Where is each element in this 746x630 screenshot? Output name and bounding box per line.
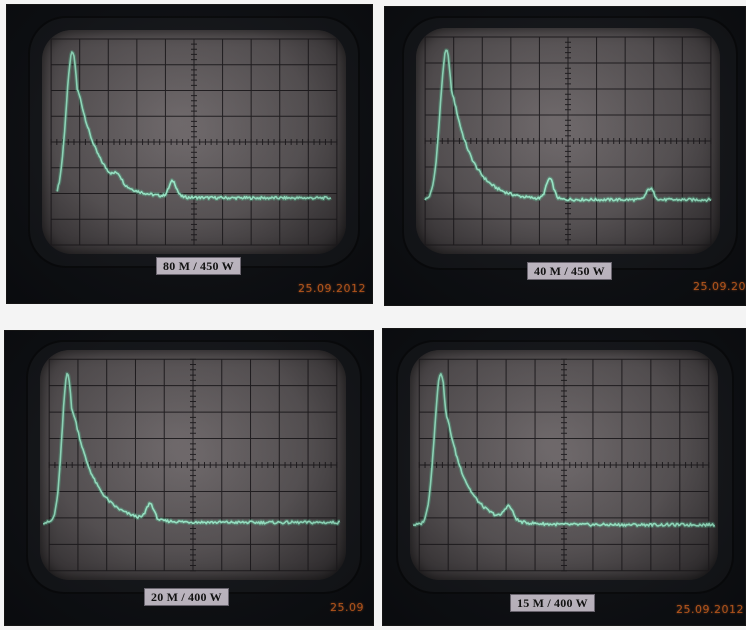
graticule [50,38,338,246]
crt-screen [410,350,718,580]
photo-panel-20m: 20 M / 400 W 25.09 [4,330,374,626]
crt-screen [42,30,346,254]
photo-panel-80m: 80 M / 450 W 25.09.2012 [6,4,373,304]
waveform-plot [50,38,338,246]
date-stamp: 25.09.2012 [676,603,744,616]
band-power-label: 15 M / 400 W [510,594,595,612]
waveform-trace [43,372,341,525]
graticule [418,358,710,572]
waveform-trace [424,49,712,202]
waveform-plot [412,358,716,572]
photo-panel-15m: 15 M / 400 W 25.09.2012 [382,328,746,626]
date-stamp: 25.09.20 [693,280,746,293]
waveform-plot [423,36,713,246]
graticule [424,36,712,246]
band-power-label: 20 M / 400 W [144,588,229,606]
graticule [48,358,338,572]
waveform-trace [412,373,716,527]
band-power-label: 80 M / 450 W [156,257,241,275]
date-stamp: 25.09.2012 [298,282,366,295]
crt-screen [40,350,346,580]
waveform-trace [56,51,332,201]
waveform-plot [42,358,341,572]
crt-screen [416,28,720,254]
band-power-label: 40 M / 450 W [527,262,612,280]
photo-panel-40m: 40 M / 450 W 25.09.20 [384,6,746,306]
date-stamp: 25.09 [330,601,364,614]
